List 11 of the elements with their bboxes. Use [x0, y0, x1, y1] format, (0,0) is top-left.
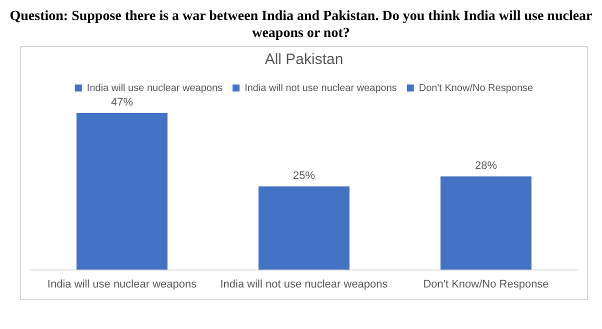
legend-label: India will not use nuclear weapons — [244, 82, 397, 94]
data-label: 25% — [292, 170, 316, 182]
data-label: 47% — [110, 96, 134, 109]
x-tick-label: India will not use nuclear weapons — [220, 278, 388, 290]
x-tick-label: India will use nuclear weapons — [47, 278, 198, 290]
chart-title: Question: Suppose there is a war between India and Pakistan. Do you think India will use nuclear weapons or not? — [8, 8, 594, 42]
legend-label: India will use nuclear weapons — [86, 82, 223, 94]
chart-subtitle: All Pakistan — [264, 51, 344, 68]
legend-label: Don't Know/No Response — [418, 82, 534, 94]
data-label: 28% — [474, 160, 498, 172]
x-tick-label: Don't Know/No Response — [423, 278, 549, 290]
